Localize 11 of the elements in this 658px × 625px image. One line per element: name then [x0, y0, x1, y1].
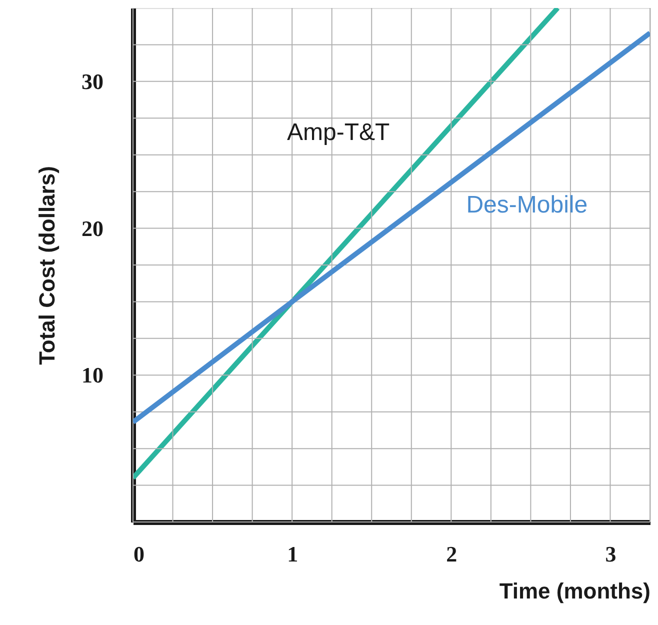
y-tick-label: 10 — [82, 362, 104, 388]
x-tick-label: 3 — [605, 542, 616, 566]
x-tick-label: 2 — [446, 542, 458, 566]
x-axis-title: Time (months) — [499, 578, 650, 604]
x-tick-label: 0 — [134, 542, 144, 566]
series-label: Amp-T&T — [286, 118, 390, 146]
y-tick-label: 20 — [82, 216, 104, 241]
series-label: Des-Mobile — [466, 191, 588, 218]
x-tick-label: 1 — [287, 542, 298, 566]
y-tick-label: 30 — [82, 68, 104, 94]
y-axis-title: Total Cost (dollars) — [34, 166, 60, 365]
